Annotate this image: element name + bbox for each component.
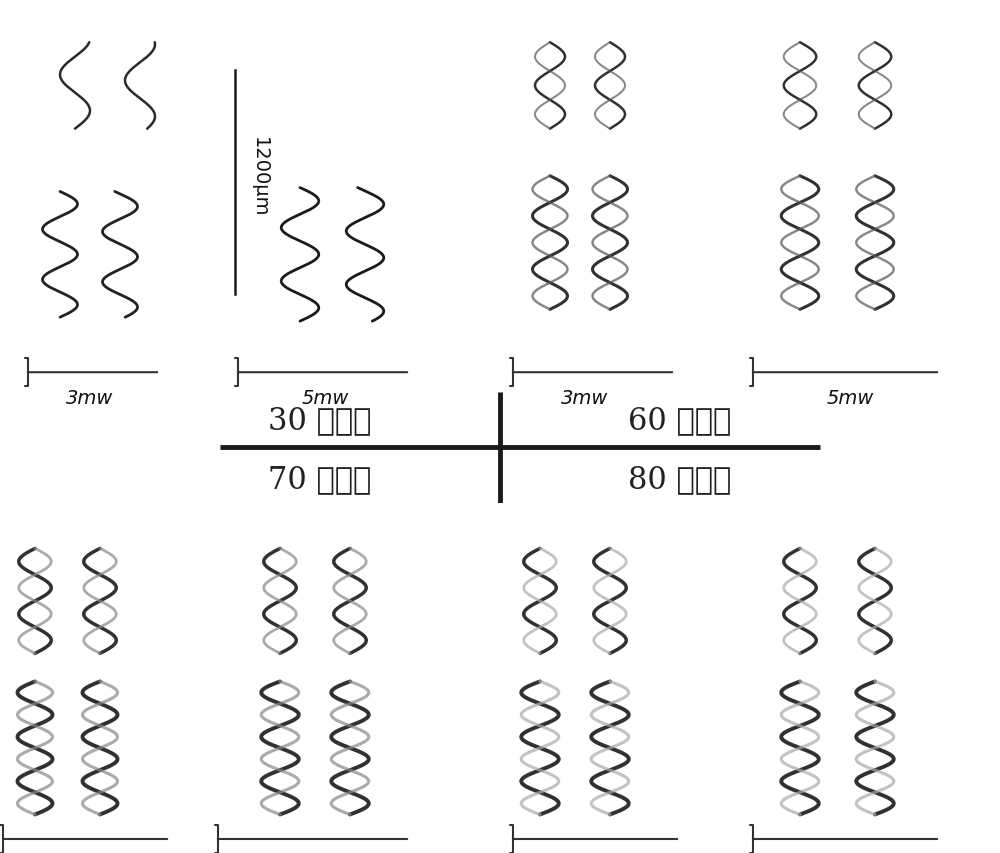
Text: 30 分钟。: 30 分钟。 [268,404,372,436]
Text: 3mw: 3mw [561,388,609,408]
Text: 5mw: 5mw [826,388,874,408]
Text: 1200μm: 1200μm [250,136,269,217]
Text: 5mw: 5mw [301,388,349,408]
Text: 3mw: 3mw [66,388,114,408]
Text: 60 分钟。: 60 分钟。 [628,404,732,436]
Text: 70 分钟。: 70 分钟。 [268,463,372,495]
Text: 80 分钟。: 80 分钟。 [628,463,732,495]
